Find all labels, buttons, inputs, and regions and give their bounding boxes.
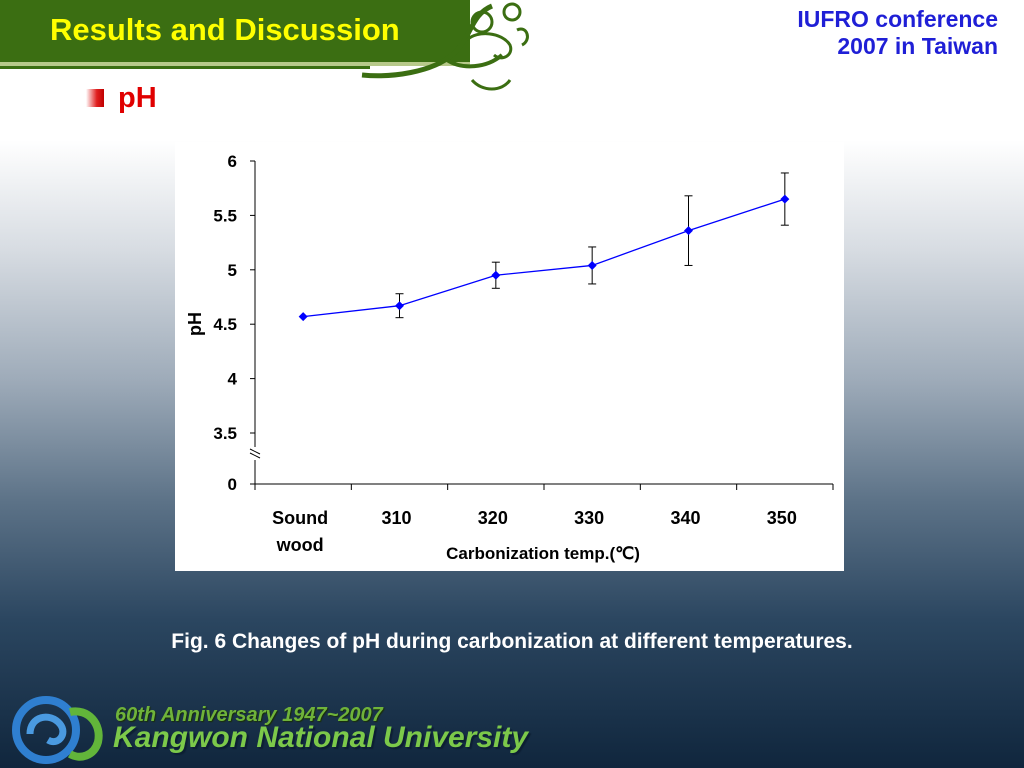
x-tick-label: 350 (767, 508, 797, 528)
x-tick-label: 330 (574, 508, 604, 528)
conference-line-2: 2007 in Taiwan (837, 33, 998, 59)
x-tick-label: 310 (381, 508, 411, 528)
ph-chart: 0 3.5 4 4.5 5 5.5 6 Sound wood 310 320 330 340 350 Car… (185, 152, 834, 563)
y-tick-label: 4 (228, 370, 238, 389)
header-bar: Results and Discussion (0, 0, 470, 66)
y-tick-label: 0 (228, 475, 237, 494)
university-name: Kangwon National University (113, 721, 529, 754)
axis-break-icon (249, 448, 261, 459)
figure-caption: Fig. 6 Changes of pH during carbonizatio… (171, 630, 853, 653)
y-axis-title: pH (185, 312, 205, 336)
section-title: pH (118, 82, 157, 114)
y-tick-label: 4.5 (213, 315, 237, 334)
x-tick-label: 320 (478, 508, 508, 528)
data-point (780, 194, 790, 204)
data-point (587, 260, 597, 270)
x-axis-title: Carbonization temp.(℃) (446, 544, 640, 563)
y-tick-label: 6 (228, 152, 237, 171)
x-tick-label: 340 (670, 508, 700, 528)
y-tick-label: 5 (228, 261, 237, 280)
conference-title: IUFRO conference 2007 in Taiwan (797, 6, 998, 60)
data-point (298, 312, 308, 322)
page-title: Results and Discussion (50, 12, 400, 47)
series-line (303, 198, 786, 318)
x-tick-label: wood (276, 535, 324, 555)
university-logo-icon (12, 696, 103, 764)
x-tick-label: Sound (272, 508, 328, 528)
data-point (684, 226, 693, 236)
data-point (491, 270, 501, 280)
data-point (395, 301, 404, 311)
chart-panel: 0 3.5 4 4.5 5 5.5 6 Sound wood 310 320 330 340 350 Car… (175, 142, 844, 571)
conference-line-1: IUFRO conference (797, 6, 998, 32)
anniversary-text: 60th Anniversary 1947~2007 (115, 704, 383, 726)
header-divider (0, 66, 370, 69)
ornament-icon (361, 2, 529, 91)
bullet-icon (86, 89, 104, 107)
y-tick-label: 5.5 (213, 206, 237, 225)
y-tick-label: 3.5 (213, 424, 237, 443)
